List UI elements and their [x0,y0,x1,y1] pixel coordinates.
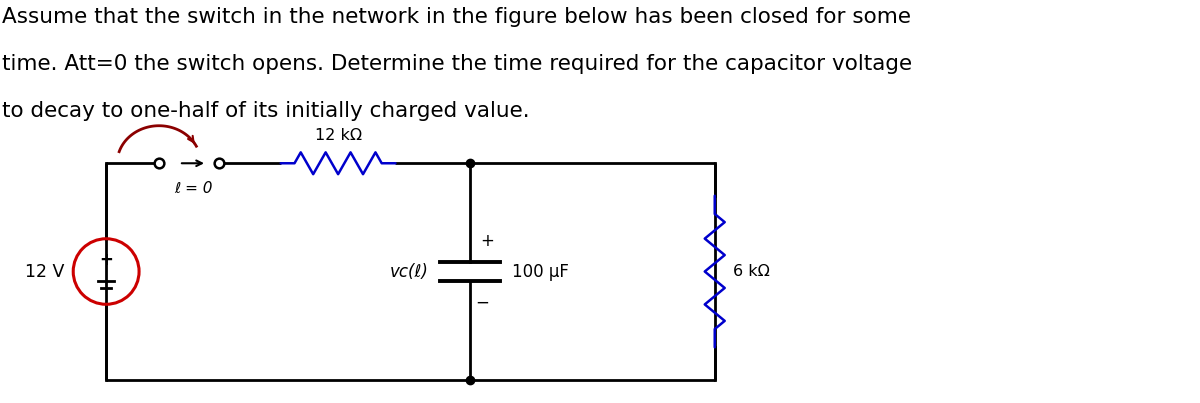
Text: ℓ = 0: ℓ = 0 [175,181,214,196]
Text: +: + [100,251,113,268]
Text: +: + [480,232,494,250]
Text: to decay to one-half of its initially charged value.: to decay to one-half of its initially ch… [2,101,530,121]
Text: vᴄ(ℓ): vᴄ(ℓ) [390,262,428,280]
Text: Assume that the switch in the network in the figure below has been closed for so: Assume that the switch in the network in… [2,7,911,27]
Text: 12 kΩ: 12 kΩ [314,129,361,143]
Text: 100 μF: 100 μF [512,262,569,280]
Text: 12 V: 12 V [25,262,65,280]
Text: time. Att=0 the switch opens. Determine the time required for the capacitor volt: time. Att=0 the switch opens. Determine … [2,54,912,74]
Text: −: − [475,293,490,312]
Text: 6 kΩ: 6 kΩ [733,264,769,279]
